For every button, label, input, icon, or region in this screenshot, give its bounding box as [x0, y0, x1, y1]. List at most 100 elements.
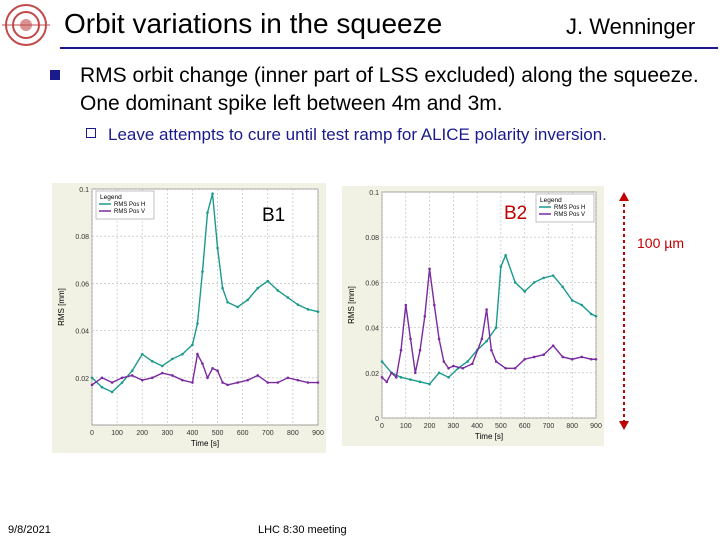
slide-footer: LHC 8:30 meeting: [258, 524, 347, 536]
data-point: [542, 276, 545, 280]
main-bullet-text: RMS orbit change (inner part of LSS excl…: [80, 64, 699, 115]
data-point: [428, 267, 431, 271]
y-tick-label: 0.04: [75, 329, 89, 336]
y-tick-label: 0.02: [365, 371, 379, 378]
x-tick-label: 600: [519, 423, 531, 430]
data-point: [276, 381, 280, 384]
data-point: [437, 337, 441, 341]
data-point: [380, 360, 384, 363]
data-point: [216, 246, 219, 250]
b1-y-axis-label: RMS [mm]: [57, 288, 66, 326]
data-point: [399, 348, 403, 352]
data-point: [201, 270, 204, 273]
data-point: [480, 337, 484, 341]
author-name: J. Wenninger: [566, 14, 696, 39]
legend-entry: RMS Pos V: [114, 209, 145, 215]
data-point: [485, 339, 488, 343]
data-point: [513, 281, 517, 284]
b1-label: B1: [262, 205, 286, 226]
data-point: [499, 265, 503, 268]
x-tick-label: 100: [400, 423, 412, 430]
data-point: [266, 279, 270, 283]
data-point: [306, 308, 310, 311]
y-tick-label: 0.06: [365, 280, 379, 287]
data-point: [120, 376, 124, 380]
b1-orbit-chart: 0.02 0.04 0.06 0.08 0.1 0 100 200 300 400 500 600 70…: [52, 183, 326, 453]
data-point: [236, 381, 239, 384]
x-tick-label: 300: [161, 430, 173, 437]
data-point: [471, 362, 474, 366]
data-point: [390, 371, 393, 375]
data-point: [286, 296, 290, 299]
data-point: [226, 300, 229, 304]
data-point: [201, 362, 204, 365]
data-point: [494, 360, 498, 363]
legend-box: [95, 190, 155, 220]
data-point: [296, 378, 300, 382]
data-point: [236, 305, 239, 309]
data-point: [437, 371, 441, 375]
y-tick-label: 0.08: [75, 234, 89, 241]
data-point: [523, 357, 526, 361]
data-point: [276, 289, 280, 292]
title-underline: [60, 47, 718, 49]
data-point: [196, 352, 199, 356]
data-point: [150, 359, 154, 363]
data-point: [418, 348, 422, 352]
data-point: [504, 366, 507, 370]
data-point: [561, 285, 565, 289]
y-tick-label: 0.08: [365, 235, 379, 242]
data-point: [385, 380, 389, 384]
data-point: [171, 374, 174, 377]
data-point: [140, 378, 144, 382]
data-point: [580, 355, 584, 359]
plot-area: [381, 191, 597, 419]
data-point: [226, 383, 229, 387]
data-point: [570, 299, 574, 302]
data-point: [485, 308, 488, 311]
y-tick-label: 0.06: [75, 281, 89, 288]
x-tick-label: 100: [111, 430, 123, 437]
data-point: [150, 376, 154, 380]
data-point: [404, 303, 408, 307]
data-point: [409, 378, 412, 381]
data-point: [161, 364, 164, 368]
b2-series: [380, 253, 598, 386]
data-point: [594, 315, 598, 318]
data-point: [570, 357, 574, 361]
data-point: [418, 380, 422, 384]
data-point: [551, 274, 555, 277]
data-point: [296, 303, 300, 306]
b1-x-axis-label: Time [s]: [191, 439, 219, 448]
data-point: [140, 352, 144, 356]
data-point: [110, 390, 114, 394]
x-tick-label: 900: [590, 423, 602, 430]
data-point: [466, 360, 469, 363]
data-point: [256, 374, 260, 377]
x-tick-label: 0: [90, 430, 94, 437]
y-tick-label: 0: [375, 416, 379, 423]
data-point: [490, 348, 493, 352]
x-tick-label: 500: [212, 430, 224, 437]
bullet-hollow-square-icon: [86, 128, 96, 138]
data-point: [221, 286, 224, 290]
x-tick-label: 500: [495, 423, 507, 430]
data-point: [452, 364, 455, 368]
data-point: [211, 192, 214, 196]
data-point: [447, 366, 450, 370]
x-tick-label: 400: [471, 423, 483, 430]
data-point: [380, 376, 384, 379]
scale-bar-arrow: [619, 192, 629, 430]
x-tick-label: 600: [237, 430, 249, 437]
data-point: [221, 381, 224, 384]
data-point: [256, 286, 260, 290]
legend-entry: RMS Pos V: [554, 212, 585, 218]
data-point: [90, 383, 94, 387]
data-point: [532, 355, 536, 359]
y-tick-label: 0.04: [365, 326, 379, 333]
data-point: [306, 381, 310, 384]
b1-series: [90, 192, 320, 394]
b1-tick-labels: 0.02 0.04 0.06 0.08 0.1 0 100 200 300 400 500 600 70…: [75, 187, 324, 437]
data-point: [523, 290, 526, 293]
data-point: [594, 357, 598, 361]
